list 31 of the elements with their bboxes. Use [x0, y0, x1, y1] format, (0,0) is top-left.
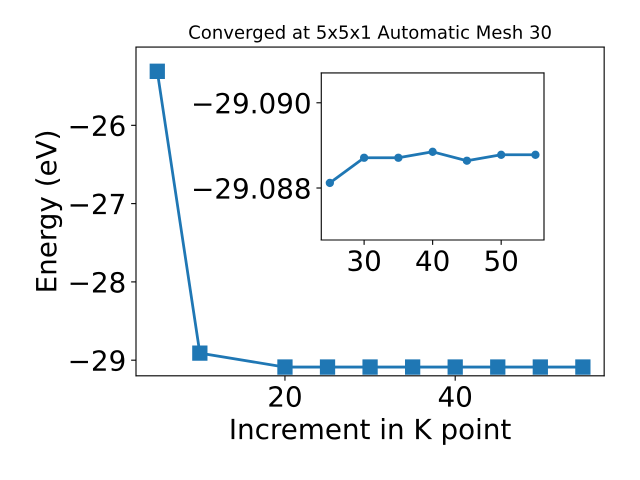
- point: [575, 359, 591, 375]
- x-tick-label: 30: [348, 250, 380, 272]
- y-tick-label: −29: [70, 350, 124, 372]
- x-tick-label: 40: [416, 250, 448, 272]
- y-tick-label: −26: [70, 115, 125, 136]
- point: [192, 346, 208, 361]
- point: [394, 154, 403, 162]
- point: [490, 359, 506, 375]
- x-tick-label: 50: [486, 250, 517, 272]
- x-axis-title: Increment in K point: [232, 418, 511, 445]
- point: [497, 150, 506, 159]
- y-tick-label: −27: [70, 194, 124, 214]
- point: [448, 359, 463, 375]
- point: [360, 154, 368, 162]
- point: [277, 359, 293, 375]
- point: [362, 359, 378, 375]
- y-tick-label: −29.088: [194, 178, 310, 199]
- x-tick-label: 40: [438, 386, 472, 408]
- chart-title: Converged at 5x5x1 Automatic Mesh 30: [189, 24, 551, 42]
- x-tick-label: 20: [269, 386, 301, 408]
- point: [462, 156, 472, 165]
- point: [150, 64, 165, 79]
- y-axis-title: Energy (eV): [35, 132, 62, 291]
- point: [531, 150, 540, 159]
- point: [326, 178, 334, 188]
- point: [532, 359, 548, 375]
- point: [320, 359, 336, 375]
- point: [428, 148, 437, 156]
- point: [405, 359, 420, 375]
- y-tick-label: −29.090: [194, 92, 310, 114]
- y-tick-label: −28: [70, 272, 124, 293]
